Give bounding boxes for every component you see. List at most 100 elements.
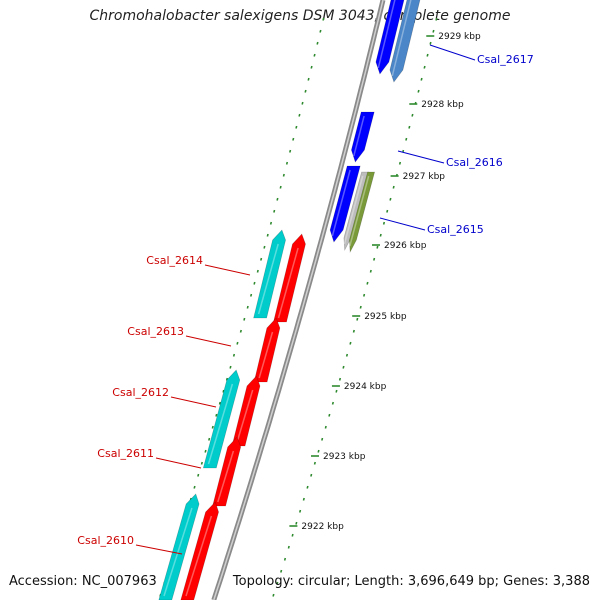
gene-label-Csal_2612: Csal_2612 [112, 386, 169, 399]
ring-dot [283, 557, 287, 561]
ring-dot [295, 521, 298, 525]
tick-label: 2925 kbp [364, 312, 407, 322]
ring-dot [218, 401, 221, 405]
ring-dot [432, 29, 435, 33]
ring-dot [200, 461, 203, 465]
ring-dot [222, 389, 225, 393]
ring-dot [363, 293, 366, 297]
ring-dot [197, 473, 200, 477]
ring-dot [295, 125, 298, 129]
ring-dot [287, 545, 290, 549]
ring-dot [376, 245, 379, 249]
ring-dot [342, 365, 345, 369]
ring-dot [292, 137, 295, 141]
gene-Csal_2614-cds-shine [257, 243, 279, 315]
gene-Csal_2611-shine [217, 450, 235, 503]
label-leader [397, 150, 445, 164]
ring-dot [408, 125, 411, 129]
ring-dot [392, 185, 395, 189]
inner-tick-ring [272, 17, 438, 597]
ring-dot [356, 317, 359, 321]
ring-dot [379, 233, 382, 237]
ring-dot [352, 329, 355, 333]
gene-label-Csal_2614: Csal_2614 [146, 254, 203, 267]
ring-dot [328, 413, 331, 417]
backbone-line [211, 0, 386, 600]
gene-Csal_2617-shine [377, 0, 396, 69]
label-leader [170, 396, 217, 408]
ring-dot [310, 65, 313, 69]
gene-Csal_2615-other [349, 171, 375, 254]
ring-dot [208, 437, 211, 441]
gene-Csal_2612-cds-shine [207, 383, 234, 465]
gene-Csal_2610-shine [185, 515, 213, 597]
tick-label: 2924 kbp [344, 382, 387, 392]
ring-dot [411, 113, 414, 117]
gene-Csal_2612-shine [236, 389, 254, 443]
ring-dot [204, 449, 207, 453]
label-leader [379, 217, 426, 231]
ring-dot [313, 461, 316, 465]
ring-dot [420, 77, 423, 81]
ring-dot [211, 425, 214, 429]
label-leader [429, 44, 476, 61]
ring-dot [382, 221, 386, 225]
gene-Csal_2615 [329, 165, 361, 243]
accession-label: Accession: NC_007963 [9, 574, 157, 589]
ring-dot [269, 221, 273, 225]
gene-Csal_2610-cds [158, 493, 200, 600]
tick-label: 2927 kbp [403, 172, 446, 182]
gene-Csal_2616 [351, 111, 375, 163]
ring-dot [250, 293, 253, 297]
gene-Csal_2617-cds-shine [391, 0, 412, 77]
ring-dot [317, 449, 320, 453]
ring-dot [373, 257, 376, 261]
gene-label-Csal_2615: Csal_2615 [427, 223, 484, 236]
backbone [211, 0, 386, 600]
ring-dot [298, 113, 301, 117]
label-leader [155, 457, 202, 469]
gene-Csal_2614-shine [277, 247, 299, 319]
gene-Csal_2617-cds [389, 0, 421, 83]
gene-Csal_2612-cds [202, 369, 241, 469]
topology-label: Topology: circular; Length: 3,696,649 bp… [232, 574, 590, 589]
ring-dot [306, 485, 309, 489]
ring-dot [313, 53, 316, 57]
gene-Csal_2610 [180, 501, 219, 600]
gene-label-Csal_2610: Csal_2610 [77, 534, 134, 547]
ring-dot [321, 437, 324, 441]
gene-Csal_2615-shine [331, 169, 351, 237]
ring-dot [273, 209, 276, 213]
backbone-highlight [213, 0, 384, 600]
ring-dot [338, 377, 342, 381]
ring-dot [232, 353, 236, 357]
gene-Csal_2611 [212, 436, 242, 507]
ring-dot [435, 17, 438, 21]
ring-dot [282, 173, 285, 177]
gene-Csal_2610-cds-shine [163, 507, 193, 597]
tick-label: 2928 kbp [421, 100, 464, 110]
gene-Csal_2617 [375, 0, 405, 75]
ring-dot [215, 413, 218, 417]
ring-dot [285, 161, 289, 165]
ring-dot [366, 281, 369, 285]
ring-dot [263, 245, 266, 249]
ring-dot [280, 569, 283, 573]
ring-dot [331, 401, 334, 405]
ring-dot [304, 89, 307, 93]
ring-dot [246, 305, 249, 309]
ring-dot [426, 53, 429, 57]
ring-dot [398, 161, 402, 165]
ring-dot [276, 197, 279, 201]
ring-dot [229, 365, 232, 369]
ring-dot [423, 65, 426, 69]
label-leader [204, 264, 251, 276]
ring-dot [272, 593, 275, 597]
gene-label-Csal_2613: Csal_2613 [127, 325, 184, 338]
ring-dot [289, 149, 292, 153]
ring-dot [345, 353, 349, 357]
tick-label: 2929 kbp [438, 32, 481, 42]
ring-dot [243, 317, 246, 321]
ring-dot [322, 17, 325, 21]
